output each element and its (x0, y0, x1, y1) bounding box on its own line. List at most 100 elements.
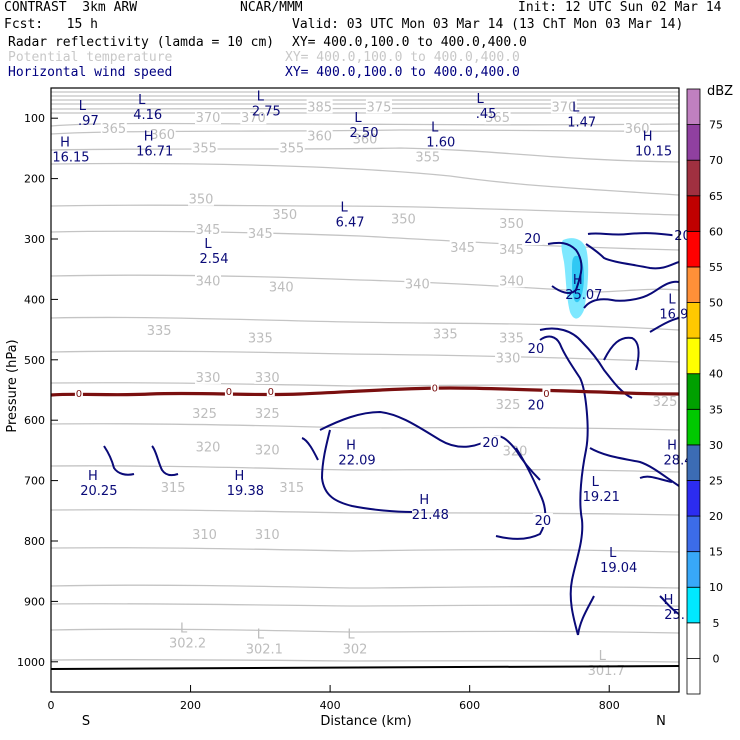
theta-line (51, 107, 679, 110)
colorbar-swatch (686, 515, 701, 553)
theta-label-bg (278, 140, 305, 155)
theta-label: 345 (499, 243, 524, 258)
theta-label-bg (498, 273, 525, 288)
zero-degree-line (51, 386, 679, 397)
colorbar-swatch (686, 658, 701, 695)
isotach-20 (577, 595, 595, 636)
theta-label: 345 (450, 241, 475, 256)
y-tick-label: 400 (24, 293, 45, 306)
wind-minmax-value: 2.75 (252, 104, 281, 119)
wind-label-bg (522, 231, 543, 245)
x-tick-label: 200 (180, 699, 201, 712)
colorbar-label: 20 (709, 510, 723, 523)
x-axis-start-label: S (82, 714, 90, 729)
isotach-20 (649, 317, 679, 333)
theta-label: 340 (196, 274, 221, 289)
theta-line (51, 204, 679, 216)
colorbar-swatch (686, 408, 701, 446)
theta-label-bg (195, 110, 221, 125)
wind-minmax-letter: H (667, 439, 677, 454)
wind-contour-label: 20 (535, 514, 552, 529)
field-theta-xy: XY= 400.0,100.0 to 400.0,400.0 (285, 50, 520, 65)
wind-minmax-value: 21.48 (412, 508, 449, 523)
colorbar-swatch (686, 159, 701, 197)
wind-minmax-letter: H (60, 135, 70, 150)
wind-minmax-value: 2.50 (350, 126, 379, 141)
wind-minmax-value: 19.21 (583, 490, 620, 505)
wind-minmax-value: 20.25 (80, 484, 117, 499)
theta-label-bg (484, 110, 511, 125)
theta-label: 345 (196, 223, 221, 238)
colorbar-swatch (686, 622, 701, 659)
theta-minmax-value: 302.2 (169, 637, 206, 652)
theta-line (51, 112, 679, 114)
isotach-20 (659, 595, 679, 615)
x-tick-label: 400 (320, 699, 341, 712)
wind-contour-label: 20 (524, 232, 541, 247)
colorbar-label: 60 (709, 225, 723, 238)
theta-line (51, 162, 679, 196)
theta-label-bg (195, 221, 221, 236)
isotach-20 (151, 445, 179, 477)
y-tick-label: 800 (24, 535, 45, 548)
field-reflectivity: Radar reflectivity (lamda = 10 cm) (8, 35, 275, 50)
theta-line (51, 91, 679, 93)
y-tick-label: 900 (24, 595, 45, 608)
forecast-hour: Fcst: 15 h (4, 17, 98, 32)
theta-label-bg (498, 330, 525, 345)
wind-minmax-value: 22.09 (338, 454, 375, 469)
freezing-label: 0 (226, 387, 232, 398)
isotach-20 (589, 447, 679, 487)
theta-label-bg (498, 215, 525, 230)
isotach-20 (587, 232, 679, 237)
theta-label-bg (268, 279, 295, 294)
wind-label-bg (525, 397, 546, 412)
wind-contour-label: 20 (482, 436, 499, 451)
theta-label: 330 (196, 371, 221, 386)
wind-minmax-value: 1.47 (567, 115, 596, 130)
theta-minmax-letter: L (599, 649, 607, 664)
init-time: Init: 12 UTC Sun 02 Mar 14 (518, 0, 722, 15)
isotach-20 (301, 437, 319, 461)
freezing-label-bg (266, 385, 275, 397)
wind-minmax-letter: L (572, 100, 580, 115)
colorbar: 0 5 10 15 20 25 30 35 40 45 50 55 60 65 70 75 (686, 88, 723, 695)
freezing-label: 0 (76, 389, 82, 400)
theta-label: 340 (499, 274, 524, 289)
wind-minmax-letter: H (419, 493, 429, 508)
wind-minmax-letter: H (235, 469, 245, 484)
theta-label-bg (247, 226, 274, 241)
theta-label-bg (195, 369, 221, 384)
theta-label: 365 (485, 111, 510, 126)
theta-label-bg (278, 479, 305, 494)
theta-label-bg (495, 350, 522, 365)
colorbar-label: 40 (709, 368, 723, 381)
theta-label: 325 (653, 395, 678, 410)
wind-minmax-letter: L (609, 546, 617, 561)
freezing-label-bg (430, 381, 439, 393)
wind-minmax-letter: L (138, 93, 146, 108)
theta-minmax-letter: L (347, 628, 355, 643)
colorbar-label: 70 (709, 154, 723, 167)
colorbar-label: 15 (709, 546, 723, 559)
theta-label: 375 (367, 100, 392, 115)
theta-label: 320 (196, 440, 221, 455)
x-tick-label: 800 (599, 699, 620, 712)
wind-minmax-value: 25. (664, 608, 685, 623)
theta-line (51, 382, 679, 387)
wind-contour-label: 20 (528, 399, 545, 414)
freezing-label: 0 (268, 387, 274, 398)
theta-label: 320 (503, 445, 528, 460)
theta-label: 310 (192, 528, 217, 543)
colorbar-unit: dBZ (707, 84, 733, 99)
isotach-20 (320, 429, 413, 513)
colorbar-swatch (686, 230, 701, 268)
theta-label-bg (254, 526, 281, 541)
theta-label: 360 (307, 129, 332, 144)
theta-label-bg (306, 99, 333, 114)
theta-label: 325 (255, 407, 280, 422)
isotach-20 (603, 336, 640, 371)
colorbar-swatch (686, 88, 701, 125)
theta-line (51, 628, 679, 634)
theta-line (51, 465, 679, 473)
